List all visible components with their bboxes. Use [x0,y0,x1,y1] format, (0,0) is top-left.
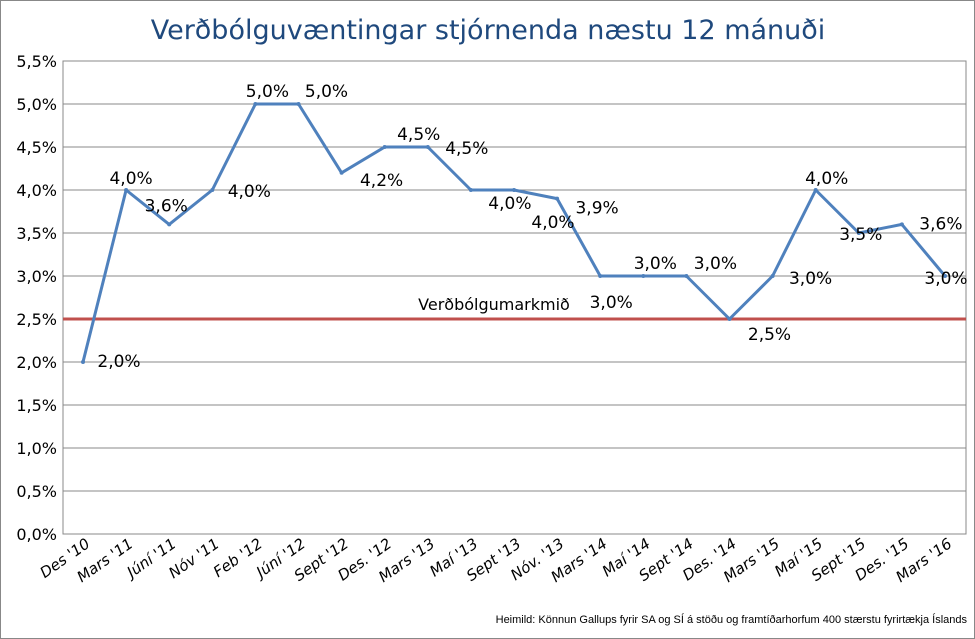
data-label: 3,5% [839,225,882,245]
data-label: 2,5% [748,325,791,345]
data-label: 4,0% [109,169,152,189]
y-tick-label: 0,5% [16,482,57,501]
data-point [210,188,215,192]
data-point [555,196,560,201]
data-point [81,360,85,364]
source-note: Heimild: Könnun Gallups fyrir SA og SÍ á… [496,613,968,626]
data-point [253,102,258,106]
data-label: 5,0% [246,82,289,102]
y-tick-label: 2,0% [16,353,57,372]
data-point [899,222,904,227]
data-point [382,145,387,149]
data-point [684,274,689,278]
y-tick-label: 0,0% [16,525,57,544]
data-label: 3,6% [919,214,962,234]
data-label: 4,5% [397,125,440,145]
data-label: 4,0% [531,213,574,233]
data-point [856,231,861,235]
y-tick-label: 3,5% [16,224,57,243]
y-tick-label: 1,0% [16,439,57,458]
data-label: 3,0% [694,254,737,274]
data-point [339,170,344,175]
y-tick-label: 4,5% [16,138,57,157]
data-label: 3,0% [634,254,677,274]
data-point [641,274,646,278]
data-point [770,274,775,278]
data-label: 4,0% [488,194,531,214]
y-tick-label: 4,0% [16,181,57,200]
data-point [813,188,818,192]
data-label: 4,0% [805,169,848,189]
data-point [425,145,430,149]
data-label: 4,2% [360,171,403,191]
data-point [124,188,129,192]
data-point [598,274,603,278]
data-point [943,274,947,278]
data-label: 4,0% [228,182,271,202]
data-label: 4,5% [445,139,488,159]
y-tick-label: 5,0% [16,95,57,114]
y-tick-label: 3,0% [16,267,57,286]
data-point [512,188,516,192]
data-point [468,188,473,192]
data-point [167,222,172,227]
data-label: 3,0% [789,269,832,289]
y-tick-label: 1,5% [16,396,57,415]
data-label: 5,0% [305,82,348,102]
data-point [727,317,732,321]
data-label: 3,6% [145,196,188,216]
chart-title: Verðbólguvæntingar stjórnenda næstu 12 m… [151,15,826,46]
data-label: 3,0% [590,293,633,313]
reference-line-label: Verðbólgumarkmið [418,295,570,314]
y-tick-label: 2,5% [16,310,57,329]
data-label: 3,0% [924,269,967,289]
data-label: 2,0% [97,352,140,372]
data-label: 3,9% [575,199,618,219]
y-tick-label: 5,5% [16,52,57,71]
data-point [296,102,301,106]
